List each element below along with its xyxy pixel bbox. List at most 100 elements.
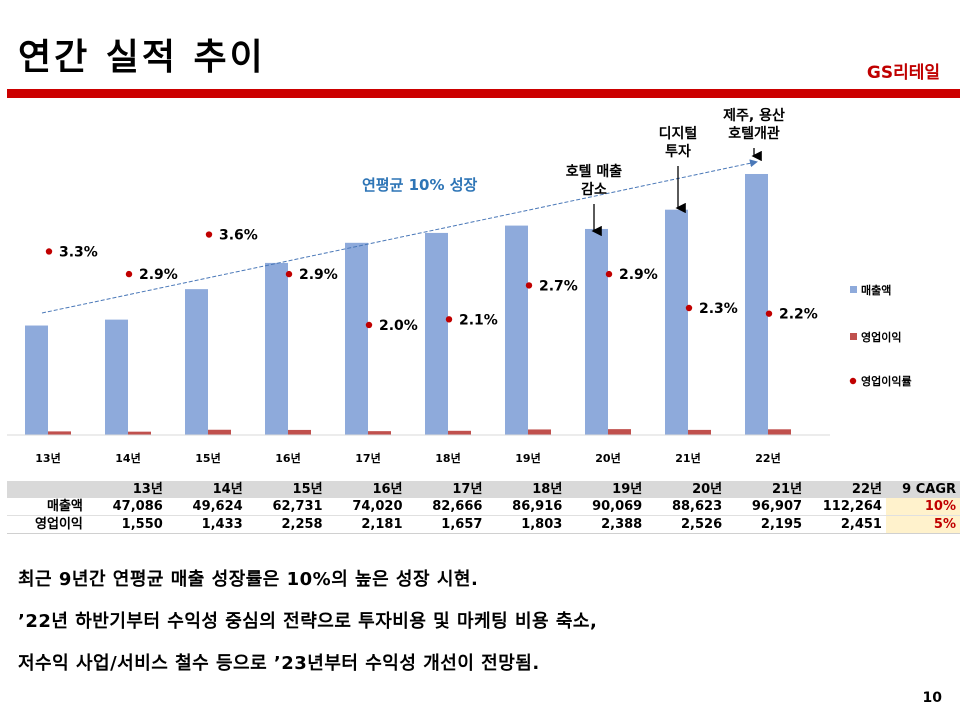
x-tick-label: 15년	[195, 451, 220, 465]
legend-item: 매출액	[850, 283, 891, 297]
rate-point	[45, 248, 53, 255]
table-header-cell: 17년	[406, 481, 487, 498]
table-cell: 1,657	[406, 515, 487, 534]
table-header-row: 13년 14년 15년 16년 17년 18년 19년 20년 21년 22년 …	[7, 481, 960, 498]
summary-line: 최근 9년간 연평균 매출 성장률은 10%의 높은 성장 시현.	[18, 569, 479, 590]
bar-revenue	[185, 289, 208, 435]
table-cell: 1,550	[86, 515, 167, 534]
table-cell: 82,666	[406, 498, 487, 516]
table-cell: 62,731	[246, 498, 327, 516]
bar-revenue	[505, 225, 528, 435]
rate-data-label: 2.7%	[539, 278, 578, 294]
table-cell: 2,195	[726, 515, 807, 534]
bar-operating-profit	[608, 429, 631, 435]
bar-operating-profit	[288, 429, 311, 435]
table-cell: 1,803	[486, 515, 567, 534]
x-tick-label: 16년	[275, 451, 300, 465]
summary-text: 최근 9년간 연평균 매출 성장률은 10%의 높은 성장 시현. ’22년 하…	[18, 562, 597, 688]
table-header-cell: 19년	[566, 481, 647, 498]
table-header-cell: 9 CAGR	[885, 481, 960, 498]
table-header-cell: 13년	[86, 481, 167, 498]
annotation-text: 감소	[581, 181, 607, 198]
bar-revenue	[745, 173, 768, 435]
cagr-cell: 5%	[885, 515, 960, 534]
table-cell: 86,916	[486, 498, 567, 516]
table-cell: 1,433	[166, 515, 247, 534]
rate-point	[285, 270, 293, 278]
table-cell: 2,526	[646, 515, 727, 534]
rate-data-label: 2.9%	[299, 267, 338, 283]
table-cell: 47,086	[86, 498, 167, 516]
table-header-cell: 18년	[486, 481, 567, 498]
table-header-cell: 15년	[246, 481, 327, 498]
table-cell: 2,258	[246, 515, 327, 534]
trend-label: 연평균 10% 성장	[362, 176, 478, 194]
row-label: 매출액	[7, 498, 87, 516]
bar-operating-profit	[368, 431, 391, 435]
table-header-cell: 14년	[166, 481, 247, 498]
rate-data-label: 3.6%	[219, 228, 258, 244]
annotation-text: 디지털	[659, 125, 698, 142]
row-label: 영업이익	[7, 515, 87, 534]
rate-data-label: 2.3%	[699, 301, 738, 317]
x-tick-label: 22년	[755, 451, 780, 465]
x-tick-label: 19년	[515, 451, 540, 465]
cagr-cell: 10%	[885, 498, 960, 516]
bar-revenue	[585, 228, 608, 435]
bar-revenue	[25, 325, 48, 435]
annotation-text: 호텔 매출	[566, 163, 623, 180]
bar-operating-profit	[208, 429, 231, 435]
legend-item: 영업이익	[850, 330, 901, 344]
rate-point	[365, 321, 373, 329]
x-tick-label: 14년	[115, 451, 140, 465]
x-tick-label: 13년	[35, 451, 60, 465]
x-tick-label: 20년	[595, 451, 620, 465]
x-tick-label: 17년	[355, 451, 380, 465]
summary-line: ’22년 하반기부터 수익성 중심의 전략으로 투자비용 및 마케팅 비용 축소…	[18, 611, 598, 632]
table-cell: 2,181	[326, 515, 407, 534]
summary-line: 저수익 사업/서비스 철수 등으로 ’23년부터 수익성 개선이 전망됨.	[18, 653, 540, 674]
legend-label: 영업이익	[861, 330, 901, 344]
financial-table: 13년 14년 15년 16년 17년 18년 19년 20년 21년 22년 …	[7, 481, 960, 534]
rate-data-label: 3.3%	[59, 244, 98, 260]
rate-point	[685, 304, 693, 312]
table-header-cell: 21년	[726, 481, 807, 498]
table-cell: 49,624	[166, 498, 247, 516]
table-header-cell: 22년	[806, 481, 886, 498]
legend-label: 영업이익률	[861, 374, 912, 388]
page-title: 연간 실적 추이	[18, 37, 266, 78]
rate-data-label: 2.9%	[619, 267, 658, 283]
legend-item: 영업이익률	[849, 374, 912, 388]
table-cell: 74,020	[326, 498, 407, 516]
brand-logo-text: GS리테일	[866, 63, 940, 83]
revenue-profit-chart: 13년 14년 15년 16년 17년 18년 19년 20년 21년 22년 3.3% 2.9% 3…	[7, 107, 912, 465]
bar-revenue	[265, 262, 288, 435]
table-cell: 90,069	[566, 498, 647, 516]
rate-point	[445, 316, 453, 323]
legend-marker-square	[850, 286, 857, 293]
table-cell: 88,623	[646, 498, 727, 516]
bar-operating-profit	[688, 429, 711, 435]
rate-point	[525, 282, 533, 289]
bar-operating-profit	[48, 431, 71, 435]
rate-data-label: 2.2%	[779, 307, 818, 323]
rate-data-label: 2.0%	[379, 318, 418, 334]
table-row-operating-profit: 영업이익 1,550 1,433 2,258 2,181 1,657 1,803…	[7, 515, 960, 534]
bar-revenue	[665, 209, 688, 435]
legend-label: 매출액	[861, 283, 891, 297]
legend-marker-dot	[849, 377, 857, 385]
bar-revenue	[105, 319, 128, 435]
annotation-text: 호텔개관	[728, 125, 780, 142]
rate-point	[125, 270, 133, 278]
table-cell: 112,264	[806, 498, 886, 516]
rate-data-label: 2.9%	[139, 267, 178, 283]
table-header-cell: 20년	[646, 481, 727, 498]
rate-point	[205, 231, 213, 238]
table-header-cell	[7, 481, 87, 498]
page-number: 10	[922, 690, 942, 706]
table-cell: 2,451	[806, 515, 886, 534]
x-tick-label: 18년	[435, 451, 460, 465]
trend-arrow	[41, 159, 758, 314]
